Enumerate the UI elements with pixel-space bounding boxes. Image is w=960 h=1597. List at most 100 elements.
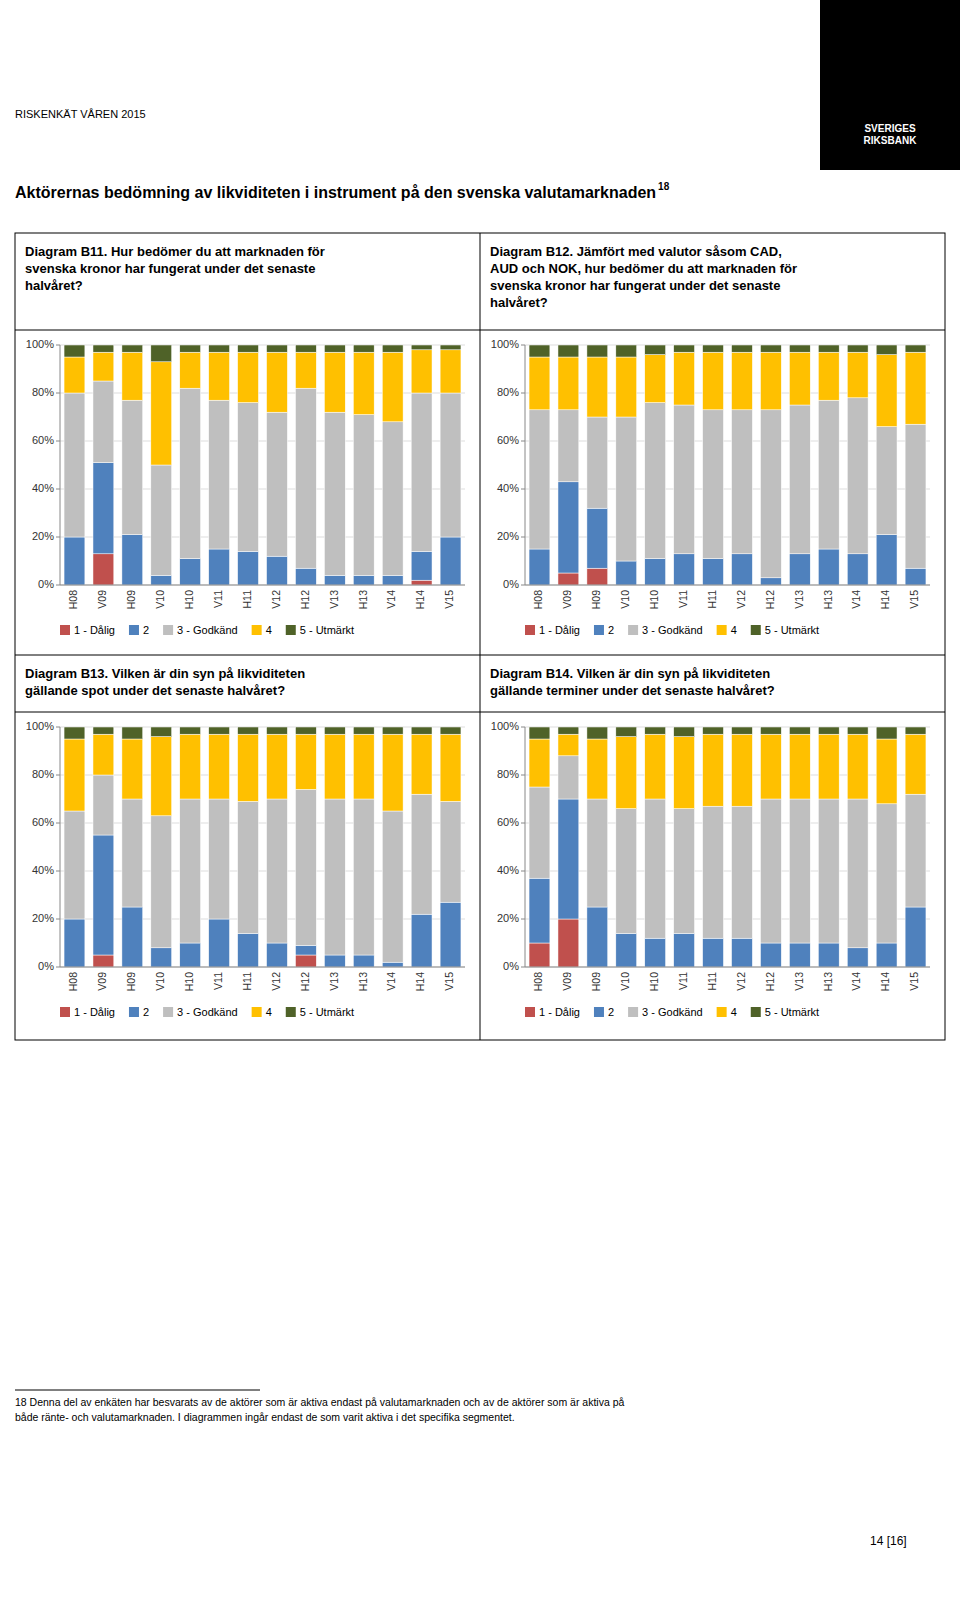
bar-segment	[703, 345, 724, 352]
bar-segment	[382, 734, 403, 811]
text-line: Diagram B13. Vilken är din syn på likvid…	[25, 666, 305, 681]
y-tick-label: 80%	[497, 768, 519, 780]
x-tick-label: H11	[706, 590, 718, 609]
bar-segment	[209, 400, 230, 549]
x-tick-label: V10	[154, 590, 166, 609]
x-tick-label: V15	[443, 590, 455, 609]
bar-segment	[789, 554, 810, 585]
x-tick-label: V11	[677, 972, 689, 990]
x-tick-label: H10	[183, 972, 195, 991]
legend-label: 4	[266, 1006, 272, 1018]
bars	[64, 727, 461, 967]
y-tick-label: 80%	[497, 386, 519, 398]
legend-label: 3 - Godkänd	[177, 1006, 238, 1018]
bar-segment	[295, 727, 316, 734]
x-tick-label: H09	[125, 972, 137, 991]
bars	[64, 345, 461, 585]
text-line: svenska kronor har fungerat under det se…	[490, 278, 780, 293]
bar-segment	[818, 799, 839, 943]
x-axis-line	[525, 585, 930, 586]
bar-segment	[267, 412, 288, 556]
bar-segment	[645, 799, 666, 938]
x-tick-label: H08	[67, 590, 79, 609]
bar-segment	[703, 734, 724, 806]
bar-segment	[64, 345, 85, 357]
bar-segment	[645, 938, 666, 967]
bar-segment	[732, 806, 753, 938]
bar-segment	[674, 727, 695, 737]
x-tick-label: V14	[385, 972, 397, 991]
bar-segment	[151, 737, 172, 816]
bar-segment	[645, 559, 666, 585]
text-line: 18 Denna del av enkäten har besvarats av…	[15, 1396, 625, 1408]
grid-line	[60, 727, 465, 728]
bar-segment	[93, 734, 114, 775]
bar-segment	[905, 734, 926, 794]
x-tick-label: V09	[96, 590, 108, 609]
x-tick-label: H14	[414, 972, 426, 991]
grid-line	[60, 585, 465, 586]
bar-segment	[209, 734, 230, 799]
bar-segment	[703, 806, 724, 938]
legend-swatch	[163, 625, 173, 635]
tick-mark	[56, 727, 60, 728]
bar-segment	[674, 737, 695, 809]
background	[0, 0, 960, 1597]
footnote-rule	[15, 1390, 260, 1391]
bar-segment	[382, 422, 403, 576]
bar-segment	[180, 799, 201, 943]
x-tick-label: H14	[879, 972, 891, 991]
y-tick-label: 0%	[38, 578, 54, 590]
bar-segment	[93, 727, 114, 734]
bar-segment	[674, 352, 695, 405]
bar-segment	[238, 727, 259, 734]
bar-segment	[818, 549, 839, 585]
bar-segment	[760, 734, 781, 799]
page: RISKENKÄT VÅREN 2015SVERIGESRIKSBANKAktö…	[0, 0, 960, 1597]
bar-segment	[93, 554, 114, 585]
grid-line	[60, 345, 465, 346]
bar-segment	[93, 835, 114, 955]
y-tick-label: 60%	[497, 434, 519, 446]
bar-segment	[267, 734, 288, 799]
bar-segment	[238, 801, 259, 933]
x-tick-label: V09	[96, 972, 108, 991]
bar-segment	[411, 551, 432, 580]
legend-swatch	[286, 1007, 296, 1017]
bar-segment	[876, 427, 897, 535]
bar-segment	[64, 727, 85, 739]
bar-segment	[529, 345, 550, 357]
y-tick-label: 20%	[497, 912, 519, 924]
bar-segment	[180, 943, 201, 967]
bars	[529, 727, 926, 967]
grid-line	[525, 919, 930, 920]
grid-line	[525, 775, 930, 776]
legend: 1 - Dålig23 - Godkänd45 - Utmärkt	[525, 1006, 819, 1018]
bar-segment	[818, 727, 839, 734]
bar-segment	[440, 727, 461, 734]
tick-mark	[56, 489, 60, 490]
bar-segment	[645, 403, 666, 559]
bar-segment	[324, 799, 345, 955]
bar-segment	[847, 345, 868, 352]
bar-segment	[558, 919, 579, 967]
legend-label: 1 - Dålig	[539, 624, 580, 636]
bar-segment	[353, 352, 374, 414]
grid-line	[525, 489, 930, 490]
text-line: halvåret?	[25, 278, 83, 293]
bar-segment	[267, 352, 288, 412]
bar-segment	[440, 902, 461, 967]
bar-segment	[440, 537, 461, 585]
legend-swatch	[129, 1007, 139, 1017]
bar-segment	[732, 410, 753, 554]
bar-segment	[324, 412, 345, 575]
bar-segment	[818, 352, 839, 400]
bar-segment	[616, 417, 637, 561]
bar-segment	[760, 352, 781, 410]
y-tick-label: 60%	[497, 816, 519, 828]
bar-segment	[353, 727, 374, 734]
bar-segment	[324, 352, 345, 412]
bar-segment	[760, 410, 781, 578]
x-tick-label: H13	[822, 590, 834, 609]
x-tick-label: V15	[908, 972, 920, 991]
